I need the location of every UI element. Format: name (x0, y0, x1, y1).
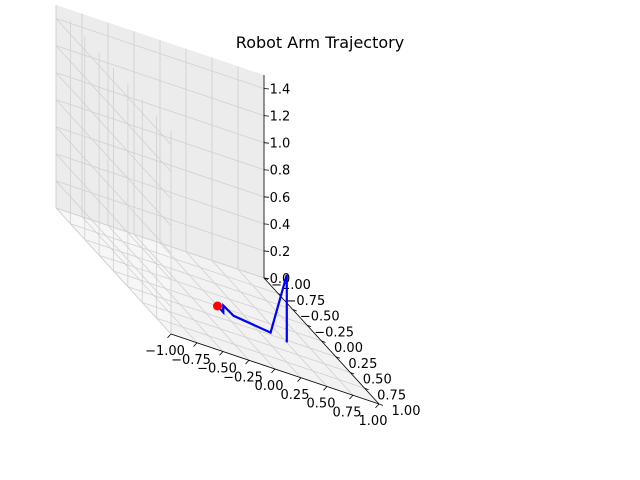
x-tick-label: 0.50 (307, 397, 336, 412)
z-tick (263, 169, 270, 171)
x-tick (245, 359, 250, 365)
x-tick (167, 333, 172, 339)
y-tick (306, 324, 312, 328)
data-series (213, 274, 288, 343)
y-tick-label: −0.50 (300, 310, 340, 325)
z-tick-label: 1.2 (270, 110, 291, 125)
x-tick (349, 394, 354, 400)
y-tick-label: −0.25 (314, 325, 354, 340)
y-tick (321, 340, 326, 343)
z-tick (263, 250, 270, 252)
grid-line-z (55, 180, 172, 308)
z-tick-label: 0.8 (270, 164, 291, 179)
x-tick-label: 1.00 (359, 414, 388, 429)
grid-line-z (55, 207, 265, 279)
x-tick (375, 403, 380, 409)
chart-title: Robot Arm Trajectory (235, 33, 405, 52)
grid-line-z (55, 72, 172, 199)
grid-line-z (55, 153, 265, 225)
z-tick-label: 1.0 (270, 137, 291, 152)
z-tick-label: 0.6 (270, 191, 291, 206)
grid-line-z (55, 18, 172, 145)
y-tick-label: 0.75 (377, 388, 406, 403)
grid-line-z (55, 45, 265, 116)
z-tick (263, 115, 270, 117)
grid-line-z (55, 180, 265, 252)
z-tick (263, 196, 270, 198)
z-tick-label: 0.4 (270, 218, 291, 233)
tick-marks (167, 88, 384, 409)
grid-line-z (55, 99, 265, 171)
grid-line-y (156, 317, 365, 389)
grid-line-z (55, 153, 172, 281)
x-tick-label: −1.00 (145, 344, 185, 359)
axes-panes (56, 5, 379, 404)
grid-line-z (55, 18, 265, 89)
trajectory-line (216, 274, 288, 343)
y-tick-label: 0.25 (348, 357, 377, 372)
z-tick (263, 223, 270, 225)
y-tick-label: 0.00 (334, 341, 363, 356)
z-tick (263, 142, 270, 144)
grid-line-y (84, 239, 293, 310)
grid-line-z (55, 45, 172, 172)
z-tick-label: 0.2 (270, 245, 291, 260)
x-tick-label: −0.50 (197, 362, 237, 377)
y-tick-label: 0.50 (363, 373, 392, 388)
y-tick-label: −1.00 (271, 278, 311, 293)
x-tick-label: −0.75 (171, 353, 211, 368)
x-tick (323, 386, 328, 391)
y-tick (378, 403, 384, 406)
grid-line-y (127, 286, 337, 358)
grid-line-z (55, 207, 172, 335)
x-tick-label: 0.75 (333, 405, 362, 420)
y-tick (364, 387, 369, 391)
grid-line-z (55, 99, 172, 227)
x-tick-label: −0.25 (223, 370, 263, 385)
grid-line-z (55, 126, 172, 254)
grid-line-z (55, 72, 265, 144)
y-tick-label: 1.00 (392, 404, 421, 419)
grid-line-z (55, 126, 265, 198)
z-tick (263, 88, 270, 90)
x-tick (297, 377, 302, 382)
x-tick (271, 368, 276, 374)
z-tick-label: 1.4 (270, 83, 291, 98)
y-tick (335, 356, 341, 359)
start-point-marker (213, 301, 222, 311)
y-tick-label: −0.75 (285, 294, 325, 309)
y-tick (292, 309, 297, 312)
tick-labels: −1.00−0.75−0.50−0.250.000.250.500.751.00… (145, 83, 420, 429)
z-tick (263, 277, 270, 279)
x-tick (193, 342, 198, 347)
grid-line-y (142, 302, 351, 373)
x-tick-label: 0.00 (255, 379, 284, 394)
grid-line-y (70, 223, 279, 295)
x-tick-label: 0.25 (281, 388, 310, 403)
grid-line-y (98, 254, 308, 326)
y-tick (350, 372, 355, 375)
x-tick (219, 351, 224, 356)
